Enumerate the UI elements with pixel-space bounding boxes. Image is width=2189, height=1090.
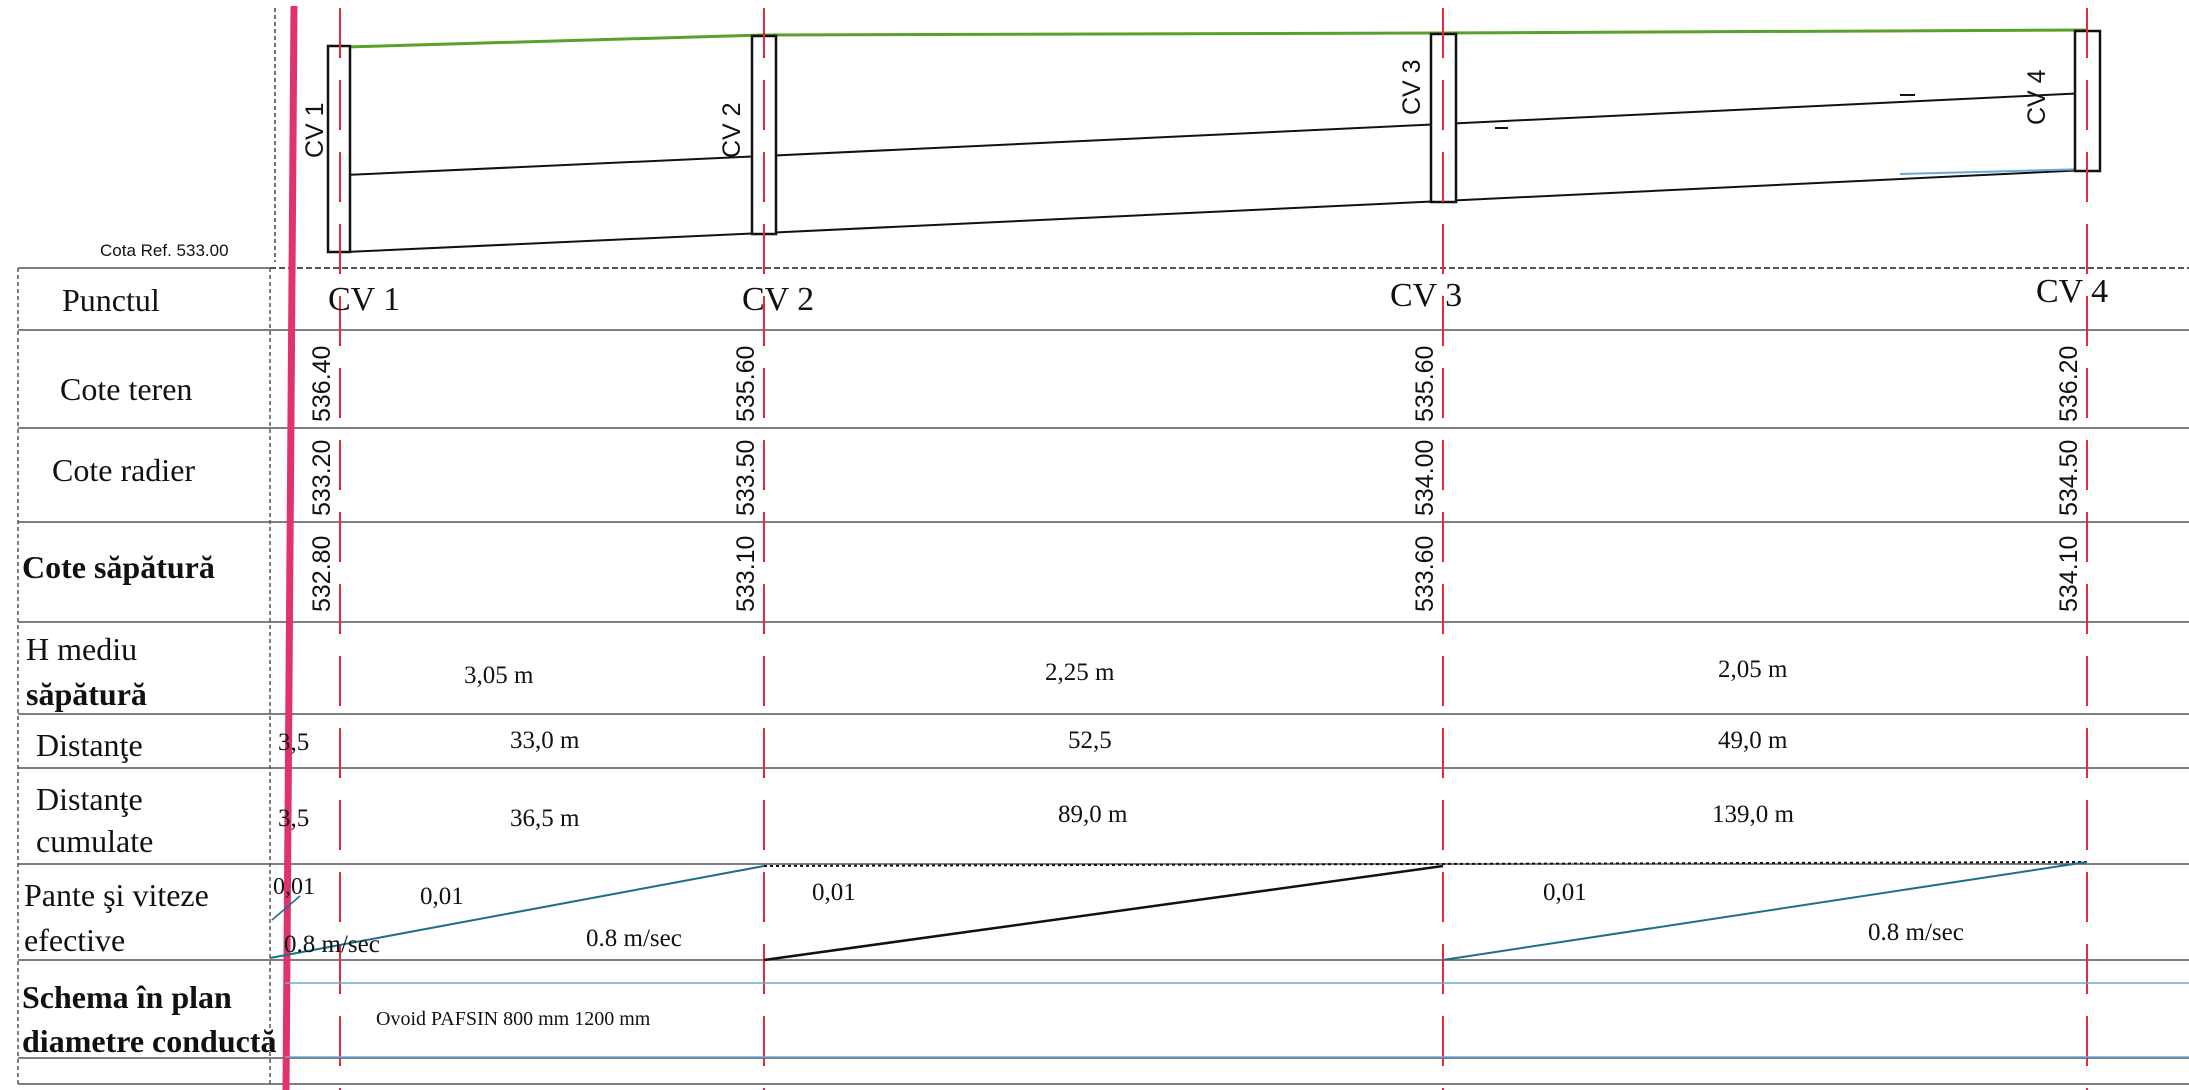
cote-teren-cv4: 536.20 bbox=[2055, 346, 2083, 422]
profile-section: Cota Ref. 533.00 CV 1 CV 2 CV 3 CV 4 bbox=[100, 8, 2102, 262]
row-label-h-mediu-line2: săpătură bbox=[26, 676, 147, 712]
cote-radier-cv1: 533.20 bbox=[308, 440, 336, 516]
point-label-cv1: CV 1 bbox=[328, 281, 400, 318]
distante-segment-3: 49,0 m bbox=[1718, 727, 1788, 754]
pante-row: 0,01 0,01 0,01 0,01 0.8 m/sec 0.8 m/sec … bbox=[269, 861, 2088, 962]
chainage-axes bbox=[339, 8, 2088, 1090]
distante-start: 3,5 bbox=[278, 729, 309, 756]
cote-teren-cv3: 535.60 bbox=[1411, 346, 1439, 422]
invert-line bbox=[344, 169, 2088, 253]
cote-radier-cv4: 534.50 bbox=[2055, 440, 2083, 516]
distante-cumulate-segment-2: 89,0 m bbox=[1058, 801, 1128, 828]
row-label-pante-line2: efective bbox=[24, 922, 125, 958]
row-label-punctul: Punctul bbox=[62, 282, 160, 318]
row-label-h-mediu-line1: H mediu bbox=[26, 631, 137, 667]
pante-segment-1: 0,01 bbox=[420, 883, 464, 910]
manhole-label-cv4: CV 4 bbox=[2023, 69, 2051, 125]
manhole-cv1 bbox=[326, 44, 352, 254]
point-label-cv3: CV 3 bbox=[1390, 277, 1462, 314]
row-label-distante: Distanţe bbox=[36, 727, 143, 763]
schema-row: Ovoid PAFSIN 800 mm 1200 mm bbox=[285, 982, 2189, 1058]
manhole-label-cv1: CV 1 bbox=[301, 102, 329, 158]
margin-line bbox=[282, 5, 298, 1090]
distante-segment-2: 52,5 bbox=[1068, 727, 1112, 754]
slope-line-3 bbox=[1442, 861, 2088, 961]
row-label-schema-line2: diametre conductă bbox=[22, 1023, 276, 1059]
cote-sapatura-cv4: 534.10 bbox=[2055, 536, 2083, 612]
row-label-distante-cumulate-line1: Distanţe bbox=[36, 781, 143, 817]
manhole-label-cv2: CV 2 bbox=[718, 102, 746, 158]
manhole-label-cv3: CV 3 bbox=[1398, 59, 1426, 115]
slope-line-1 bbox=[269, 865, 765, 959]
row-label-cote-radier: Cote radier bbox=[52, 452, 195, 488]
manhole-cv2 bbox=[750, 34, 778, 236]
row-label-cote-teren: Cote teren bbox=[60, 371, 192, 407]
pipe-description: Ovoid PAFSIN 800 mm 1200 mm bbox=[376, 1008, 651, 1030]
cote-radier-cv2: 533.50 bbox=[732, 440, 760, 516]
distante-row: 3,5 33,0 m 52,5 49,0 m bbox=[278, 727, 1788, 756]
pante-start: 0,01 bbox=[273, 874, 315, 900]
terrain-line bbox=[344, 28, 2088, 49]
row-label-distante-cumulate-line2: cumulate bbox=[36, 823, 153, 859]
pante-segment-2: 0,01 bbox=[812, 879, 856, 906]
viteza-segment-3: 0.8 m/sec bbox=[1868, 919, 1964, 946]
distante-cumulate-segment-1: 36,5 m bbox=[510, 805, 580, 832]
distante-cumulate-start: 3,5 bbox=[278, 805, 309, 832]
cote-teren-cv1: 536.40 bbox=[308, 346, 336, 422]
pante-segment-3: 0,01 bbox=[1543, 879, 1587, 906]
slope-line-start bbox=[271, 895, 301, 921]
cote-sapatura-cv2: 533.10 bbox=[732, 536, 760, 612]
cote-radier-cv3: 534.00 bbox=[1411, 440, 1439, 516]
row-label-schema-line1: Schema în plan bbox=[22, 979, 232, 1015]
invert-line-end bbox=[1899, 168, 2088, 175]
slope-line-2 bbox=[763, 864, 1444, 962]
h-mediu-segment-1: 3,05 m bbox=[464, 662, 534, 689]
h-mediu-segment-3: 2,05 m bbox=[1718, 656, 1788, 683]
row-label-cote-sapatura: Cote săpătură bbox=[22, 549, 215, 585]
distante-cumulate-segment-3: 139,0 m bbox=[1712, 801, 1795, 828]
cote-sapatura-cv3: 533.60 bbox=[1411, 536, 1439, 612]
h-mediu-segment-2: 2,25 m bbox=[1045, 659, 1115, 686]
row-label-pante-line1: Pante şi viteze bbox=[24, 877, 209, 913]
distante-segment-1: 33,0 m bbox=[510, 727, 580, 754]
point-label-cv4: CV 4 bbox=[2036, 273, 2108, 310]
pante-top-line bbox=[763, 861, 2088, 867]
distante-cumulate-row: 3,5 36,5 m 89,0 m 139,0 m bbox=[278, 801, 1795, 832]
viteza-segment-1: 0.8 m/sec bbox=[284, 931, 380, 958]
reference-level-label: Cota Ref. 533.00 bbox=[100, 241, 229, 260]
table-grid bbox=[17, 267, 2189, 1085]
cote-sapatura-cv1: 532.80 bbox=[308, 536, 336, 612]
pipe-crown-line bbox=[344, 92, 2088, 176]
punctul-row: CV 1 CV 2 CV 3 CV 4 bbox=[328, 273, 2108, 318]
cote-teren-cv2: 535.60 bbox=[732, 346, 760, 422]
row-labels: Punctul Cote teren Cote radier Cote săpă… bbox=[22, 282, 276, 1059]
viteza-segment-2: 0.8 m/sec bbox=[586, 925, 682, 952]
point-label-cv2: CV 2 bbox=[742, 281, 814, 318]
elevation-values: 536.40 535.60 535.60 536.20 533.20 533.5… bbox=[308, 346, 2083, 612]
h-mediu-row: 3,05 m 2,25 m 2,05 m bbox=[464, 656, 1788, 689]
